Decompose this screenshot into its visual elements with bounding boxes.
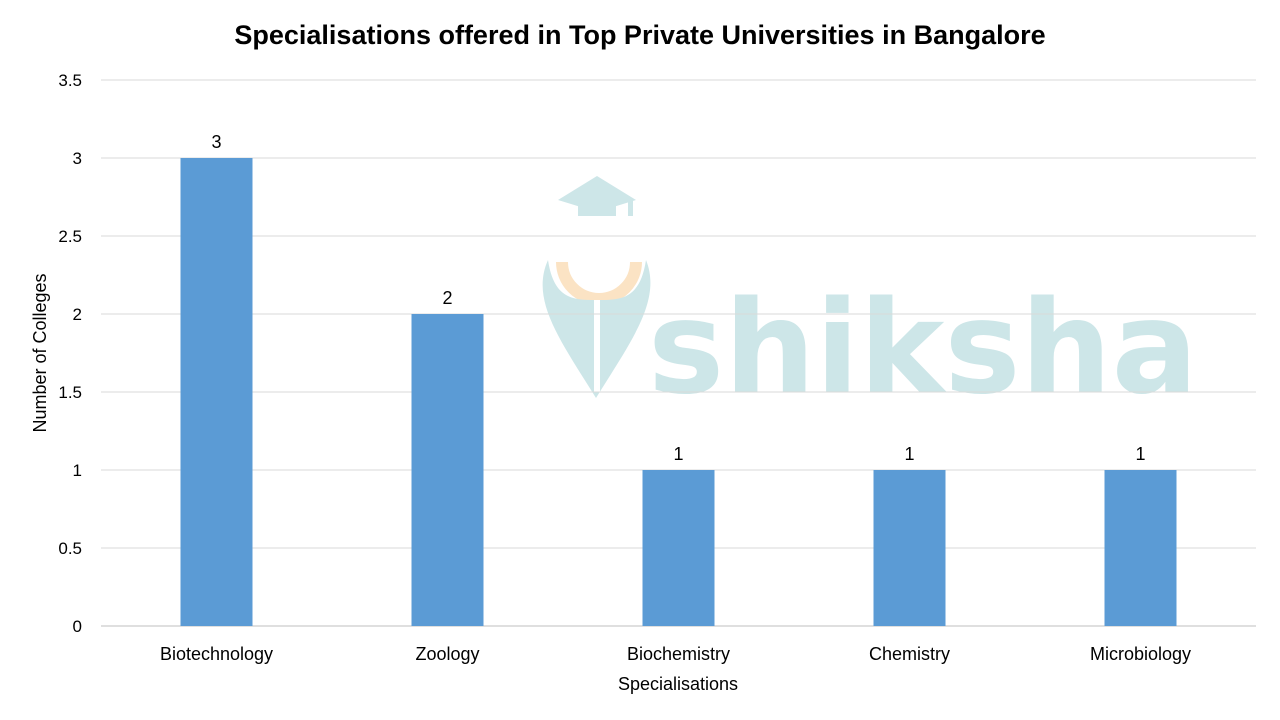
data-label: 1 [904, 444, 914, 464]
data-label: 2 [442, 288, 452, 308]
watermark-text: shiksha [648, 274, 1198, 423]
bar [180, 158, 253, 626]
x-tick-label: Chemistry [869, 644, 950, 664]
chart-title: Specialisations offered in Top Private U… [234, 20, 1046, 50]
data-label: 1 [673, 444, 683, 464]
data-label: 3 [211, 132, 221, 152]
x-tick-label: Zoology [415, 644, 479, 664]
x-axis-title: Specialisations [618, 674, 738, 694]
cap-tassel [628, 200, 633, 216]
y-axis-title: Number of Colleges [30, 273, 50, 432]
shiksha-watermark: shiksha [542, 176, 1198, 423]
y-tick-label: 1 [73, 461, 82, 480]
bar [873, 470, 946, 626]
x-tick-label: Biotechnology [160, 644, 273, 664]
y-tick-label: 3.5 [58, 71, 82, 90]
bar [642, 470, 715, 626]
bar [411, 314, 484, 626]
logo-nib-slit [594, 300, 600, 392]
y-tick-label: 3 [73, 149, 82, 168]
y-tick-label: 0.5 [58, 539, 82, 558]
bars [180, 158, 1177, 626]
x-tick-label: Biochemistry [627, 644, 730, 664]
y-tick-label: 0 [73, 617, 82, 636]
y-tick-label: 2 [73, 305, 82, 324]
bar [1104, 470, 1177, 626]
x-tick-label: Microbiology [1090, 644, 1191, 664]
data-label: 1 [1135, 444, 1145, 464]
logo-ring-icon [556, 261, 642, 305]
cap-band [578, 202, 616, 216]
y-tick-label: 1.5 [58, 383, 82, 402]
graduation-cap-icon [558, 176, 636, 212]
labels: 0 0.5 1 1.5 2 2.5 3 3.5 3 Biotechnology 2 Zoology 1 B… [58, 71, 1191, 664]
y-tick-label: 2.5 [58, 227, 82, 246]
